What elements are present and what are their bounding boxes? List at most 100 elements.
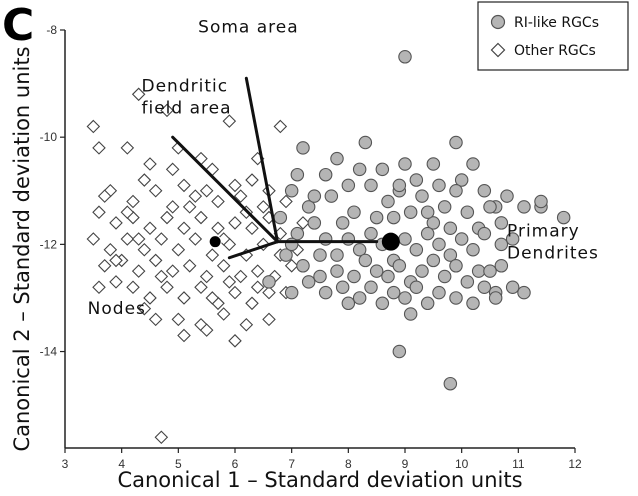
data-point-other-rgc — [109, 253, 123, 268]
data-point-ri-like-rgc — [392, 259, 407, 273]
data-point-ri-like-rgc — [494, 237, 509, 252]
data-point-other-rgc — [256, 200, 271, 214]
data-point-ri-like-rgc — [369, 264, 384, 278]
data-point-ri-like-rgc — [556, 210, 571, 225]
data-point-ri-like-rgc — [290, 226, 305, 241]
data-point-other-rgc — [199, 323, 214, 337]
data-point-ri-like-rgc — [398, 50, 412, 64]
data-point-ri-like-rgc — [398, 232, 412, 246]
data-point-ri-like-rgc — [284, 184, 299, 198]
data-point-ri-like-rgc — [318, 167, 333, 182]
data-point-other-rgc — [262, 285, 276, 300]
data-point-other-rgc — [233, 189, 248, 203]
data-point-ri-like-rgc — [415, 264, 429, 278]
data-point-other-rgc — [256, 237, 271, 252]
centroid-other — [208, 235, 222, 249]
data-point-other-rgc — [126, 194, 140, 209]
data-point-ri-like-rgc — [335, 216, 350, 230]
data-point-other-rgc — [273, 119, 288, 134]
data-point-other-rgc — [143, 221, 157, 236]
data-point-ri-like-rgc — [403, 307, 418, 321]
y-tick-label: -14 — [40, 345, 58, 359]
data-point-ri-like-rgc — [483, 264, 497, 278]
data-point-other-rgc — [279, 194, 293, 209]
data-point-other-rgc — [245, 173, 259, 187]
data-point-other-rgc — [177, 221, 191, 236]
data-point-ri-like-rgc — [517, 285, 531, 300]
annotation-dendritic: field area — [142, 99, 232, 119]
data-point-other-rgc — [177, 328, 191, 343]
data-point-ri-like-rgc — [341, 178, 356, 193]
data-point-ri-like-rgc — [381, 269, 395, 284]
data-point-ri-like-rgc — [364, 280, 378, 294]
data-point-ri-like-rgc — [517, 200, 531, 214]
data-point-other-rgc — [154, 232, 169, 246]
data-point-ri-like-rgc — [392, 344, 407, 359]
data-point-other-rgc — [131, 264, 146, 278]
data-point-other-rgc — [284, 259, 299, 273]
data-point-other-rgc — [199, 269, 214, 284]
data-point-other-rgc — [148, 183, 163, 198]
data-point-ri-like-rgc — [500, 189, 514, 203]
annotation-primary: Primary — [507, 221, 580, 241]
data-point-other-rgc — [154, 430, 169, 445]
data-point-other-rgc — [211, 221, 225, 236]
data-point-ri-like-rgc — [466, 242, 480, 257]
data-point-other-rgc — [177, 291, 191, 305]
data-point-ri-like-rgc — [364, 226, 378, 241]
data-point-other-rgc — [211, 194, 225, 209]
data-point-other-rgc — [109, 275, 123, 289]
data-point-ri-like-rgc — [409, 242, 424, 257]
data-point-ri-like-rgc — [398, 291, 412, 305]
data-point-ri-like-rgc — [313, 248, 327, 262]
data-point-ri-like-rgc — [426, 253, 441, 268]
data-point-other-rgc — [222, 275, 237, 289]
data-point-ri-like-rgc — [454, 173, 469, 187]
data-point-ri-like-rgc — [494, 259, 509, 273]
data-point-other-rgc — [239, 317, 254, 332]
data-point-other-rgc — [165, 162, 180, 177]
data-point-ri-like-rgc — [409, 173, 424, 187]
data-point-ri-like-rgc — [466, 296, 480, 311]
data-point-other-rgc — [160, 280, 174, 295]
data-point-ri-like-rgc — [494, 216, 509, 230]
x-tick-label: 11 — [512, 457, 525, 471]
data-point-other-rgc — [216, 307, 231, 321]
data-point-other-rgc — [228, 285, 242, 300]
data-point-ri-like-rgc — [318, 232, 333, 246]
data-point-ri-like-rgc — [477, 184, 492, 198]
data-point-other-rgc — [216, 259, 231, 273]
legend: RI-like RGCs Other RGCs — [477, 1, 629, 71]
data-point-ri-like-rgc — [296, 141, 310, 155]
data-point-ri-like-rgc — [460, 275, 475, 289]
data-point-ri-like-rgc — [534, 194, 548, 209]
annotation-soma: Soma area — [198, 18, 298, 38]
data-point-ri-like-rgc — [432, 178, 446, 193]
data-point-ri-like-rgc — [466, 157, 480, 171]
data-point-ri-like-rgc — [296, 259, 310, 273]
data-point-other-rgc — [205, 248, 220, 262]
data-point-ri-like-rgc — [273, 210, 288, 225]
data-point-ri-like-rgc — [369, 210, 384, 225]
data-point-ri-like-rgc — [381, 194, 395, 209]
data-point-ri-like-rgc — [330, 248, 344, 262]
data-point-other-rgc — [177, 178, 191, 193]
data-point-ri-like-rgc — [318, 285, 333, 300]
data-point-ri-like-rgc — [341, 232, 356, 246]
data-point-other-rgc — [120, 141, 135, 155]
data-point-ri-like-rgc — [443, 221, 458, 236]
data-point-other-rgc — [228, 216, 242, 230]
data-point-ri-like-rgc — [432, 285, 446, 300]
data-point-ri-like-rgc — [386, 285, 401, 300]
data-point-other-rgc — [103, 242, 118, 257]
data-point-ri-like-rgc — [347, 205, 361, 219]
data-point-other-rgc — [188, 232, 203, 246]
annotation-dendritic: Dendritic — [142, 77, 229, 97]
data-point-other-rgc — [148, 253, 163, 268]
data-point-other-rgc — [120, 232, 135, 246]
biplot-vector — [244, 76, 279, 244]
data-point-ri-like-rgc — [437, 200, 452, 214]
data-point-other-rgc — [97, 259, 112, 273]
